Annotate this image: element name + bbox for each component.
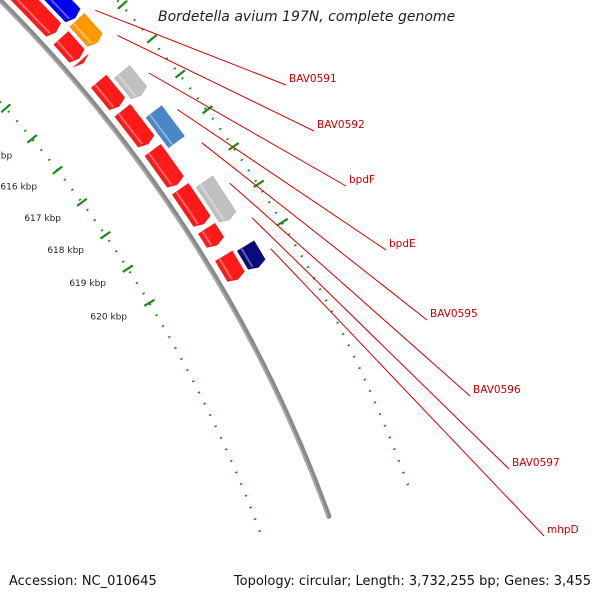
gene-label: bpdF	[349, 174, 375, 186]
major-tick-mark	[202, 105, 213, 115]
cds-arrow	[90, 74, 126, 111]
kbp-tick-label: 615 kbp	[0, 152, 12, 162]
gene-label-leader	[229, 182, 471, 397]
feature-block-navy-highlight	[240, 248, 254, 268]
cds-arrow	[53, 30, 85, 63]
major-tick-mark	[228, 142, 240, 151]
cds-arrow	[197, 222, 225, 248]
gene-label-leader	[177, 109, 387, 251]
cds-arrow-highlight	[148, 152, 173, 186]
major-tick-mark	[174, 69, 186, 79]
gene-label: BAV0595	[430, 308, 478, 320]
feature-block-navy	[236, 240, 266, 270]
gene-label-leader	[148, 72, 347, 187]
gene-label: bpdE	[389, 238, 416, 250]
cds-arrow-highlight	[56, 41, 74, 60]
kbp-tick-label: 619 kbp	[69, 279, 106, 289]
kbp-tick-label: 620 kbp	[90, 312, 127, 322]
cds-arrow	[214, 250, 246, 282]
gene-label: BAV0597	[512, 457, 560, 469]
major-tick-mark	[76, 197, 88, 207]
major-tick-mark	[143, 298, 155, 307]
feature-block-gray-highlight	[117, 74, 136, 97]
cds-arrow-highlight	[94, 84, 114, 108]
feature-block-orange-highlight	[72, 23, 92, 45]
kbp-tick-label: 616 kbp	[0, 182, 37, 192]
cds-arrow-highlight	[16, 0, 51, 34]
cds-arrow	[144, 143, 185, 188]
cds-arrow-highlight	[201, 230, 212, 246]
cds-arrow-highlight	[175, 191, 199, 225]
feature-block-orange	[69, 12, 103, 48]
cds-arrow	[171, 182, 211, 228]
major-tick-mark	[253, 179, 265, 188]
gene-label: BAV0592	[317, 119, 365, 131]
kbp-tick-label: 618 kbp	[47, 246, 84, 256]
feature-block-blue-highlight	[49, 0, 70, 20]
feature-block-gray	[195, 175, 237, 223]
major-tick-mark	[0, 103, 12, 114]
gene-label: mhpD	[547, 524, 579, 536]
feature-block-gray-highlight	[199, 184, 225, 220]
feature-block-blue	[44, 0, 81, 23]
cds-arrow-highlight	[118, 113, 143, 145]
map-title: Bordetella avium 197N, complete genome	[158, 9, 456, 25]
genome-summary-text: Topology: circular; Length: 3,732,255 bp…	[233, 574, 591, 589]
major-tick-mark	[122, 264, 134, 273]
kbp-tick-label: 617 kbp	[24, 214, 61, 224]
major-tick-mark	[26, 134, 38, 144]
major-tick-mark	[117, 0, 128, 10]
cds-arrow	[114, 103, 155, 148]
backbone-layer	[0, 0, 332, 519]
feature-block-gray	[113, 64, 148, 100]
accession-text: Accession: NC_010645	[9, 574, 157, 589]
gene-label: BAV0591	[289, 73, 337, 85]
major-tick-mark	[52, 165, 63, 175]
major-tick-mark	[276, 217, 289, 227]
cds-arrow	[72, 53, 89, 68]
feature-block-steelblue	[145, 104, 186, 149]
cds-arrow-highlight	[218, 258, 233, 280]
gene-label-leader	[251, 217, 510, 470]
inner-tick-track	[0, 100, 265, 541]
gene-label-leader	[95, 9, 287, 86]
gene-label-leader	[270, 248, 545, 537]
gene-label-leader	[201, 142, 428, 321]
gene-label-leader	[117, 34, 315, 132]
genome-backbone-highlight	[0, 1, 329, 518]
labels-layer: BAV0591 BAV0592 bpdF bpdE BAV0595 BAV0596 BAV0…	[95, 9, 579, 537]
cds-arrow	[10, 0, 62, 37]
features-layer	[10, 0, 266, 282]
feature-block-steelblue-highlight	[149, 114, 174, 146]
major-tick-mark	[146, 34, 158, 44]
major-tick-mark	[99, 230, 111, 240]
gene-label: BAV0596	[473, 384, 521, 396]
genome-backbone	[0, 0, 332, 519]
